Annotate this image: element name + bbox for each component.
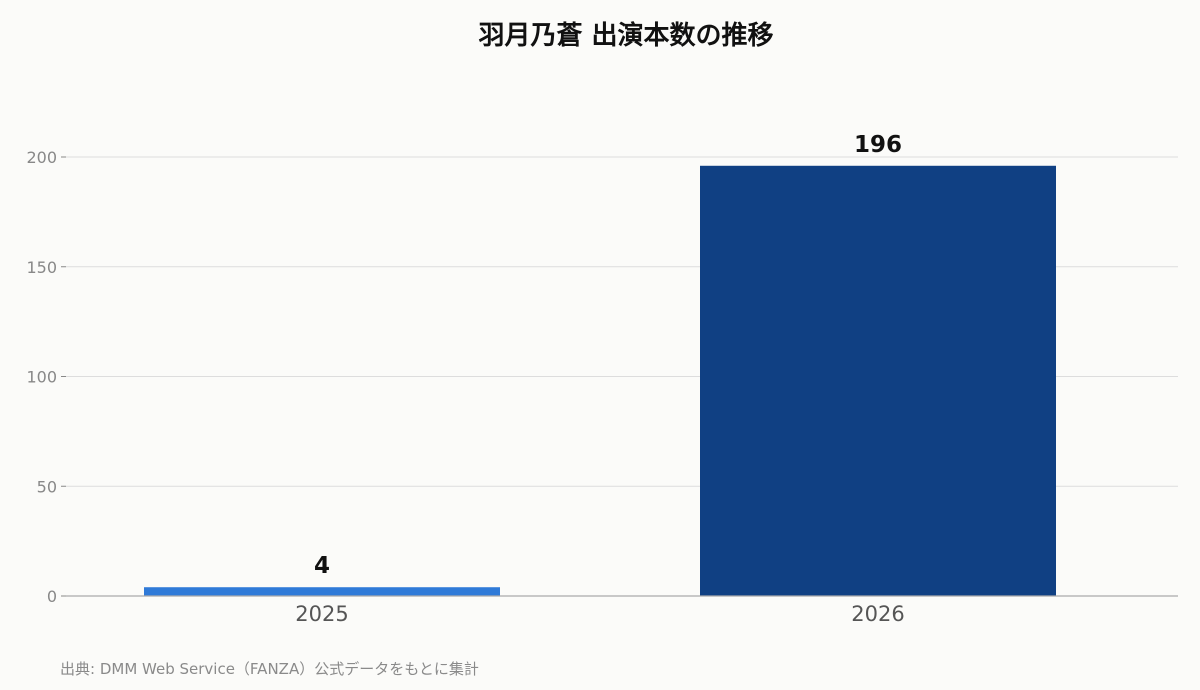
x-tick-label: 2025: [295, 602, 348, 626]
y-tick-label: 100: [26, 368, 57, 387]
chart-title: 羽月乃蒼 出演本数の推移: [478, 20, 773, 51]
x-tick-label: 2026: [851, 602, 904, 626]
y-tick-label: 150: [26, 258, 57, 277]
y-tick-label: 0: [47, 587, 57, 606]
x-axis: 2025 2026: [295, 602, 904, 626]
y-tick-label: 200: [26, 148, 57, 167]
bar-2025: [144, 587, 500, 596]
bars: [144, 165, 1056, 596]
y-axis: 0 50 100 150 200: [26, 148, 66, 606]
y-tick-label: 50: [37, 477, 57, 496]
bar-2026: [700, 165, 1056, 596]
data-label: 196: [854, 132, 902, 158]
source-note: 出典: DMM Web Service（FANZA）公式データをもとに集計: [60, 660, 479, 678]
data-label: 4: [314, 553, 330, 579]
data-labels: 4 196: [314, 132, 902, 579]
